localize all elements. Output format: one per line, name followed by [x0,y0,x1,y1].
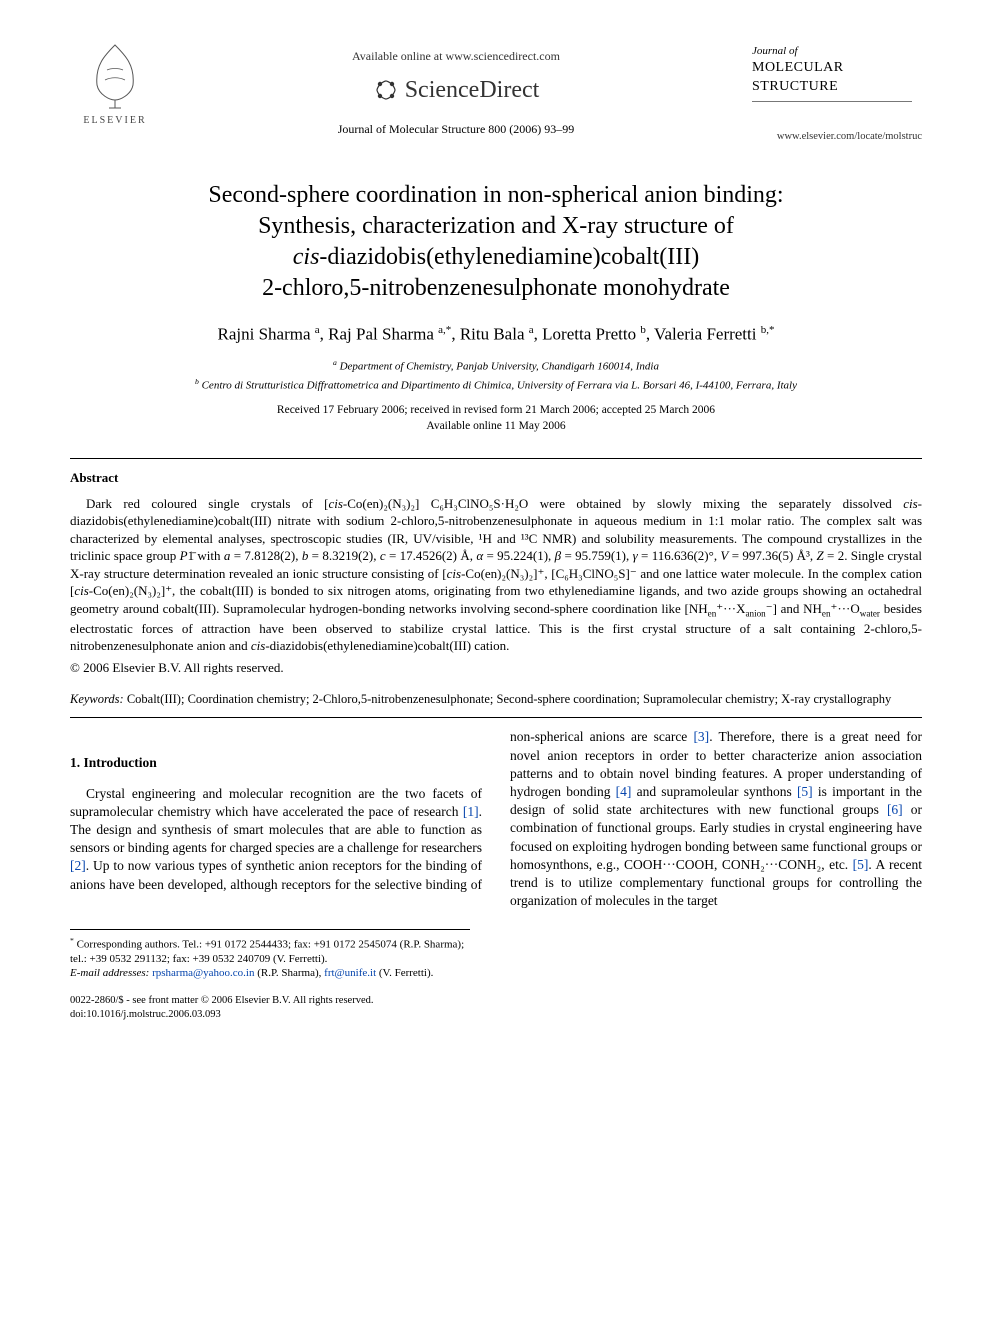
ref-link[interactable]: [3] [693,729,709,744]
publisher-logo-block: ELSEVIER [70,40,160,128]
journal-divider [752,101,912,102]
elsevier-tree-icon [85,40,145,110]
locate-url: www.elsevier.com/locate/molstruc [752,130,922,144]
ref-link[interactable]: [6] [887,802,903,817]
issn-line: 0022-2860/$ - see front matter © 2006 El… [70,994,470,1008]
affiliations: a Department of Chemistry, Panjab Univer… [70,358,922,393]
email-1-who: (R.P. Sharma), [257,967,321,979]
section-1-heading: 1. Introduction [70,754,482,772]
email-link-2[interactable]: frt@unife.it [324,967,376,979]
journal-reference: Journal of Molecular Structure 800 (2006… [160,121,752,137]
corresponding-author-footnote: * Corresponding authors. Tel.: +91 0172 … [70,929,470,981]
ref-link[interactable]: [5] [853,857,869,872]
title-line-1: Second-sphere coordination in non-spheri… [70,180,922,211]
email-2-who: (V. Ferretti). [379,967,433,979]
ref-link[interactable]: [1] [463,804,479,819]
body-columns: 1. Introduction Crystal engineering and … [70,728,922,910]
journal-name-line2: STRUCTURE [752,78,922,97]
abstract-body: Dark red coloured single crystals of [ci… [70,495,922,677]
page-header: ELSEVIER Available online at www.science… [70,40,922,144]
received-dates: Received 17 February 2006; received in r… [70,403,922,419]
available-online-text: Available online at www.sciencedirect.co… [160,48,752,64]
journal-prefix: Journal of [752,44,922,59]
journal-name-line1: MOLECULAR [752,59,922,78]
online-date: Available online 11 May 2006 [70,419,922,435]
center-header: Available online at www.sciencedirect.co… [160,40,752,137]
corr-author-text: Corresponding authors. Tel.: +91 0172 25… [70,938,464,964]
email-label: E-mail addresses: [70,967,149,979]
sciencedirect-text: ScienceDirect [405,74,540,106]
affiliation-a: a Department of Chemistry, Panjab Univer… [70,358,922,375]
article-title: Second-sphere coordination in non-spheri… [70,180,922,305]
abstract-text: Dark red coloured single crystals of [ci… [70,495,922,655]
ref-link[interactable]: [2] [70,858,86,873]
title-line-4: 2-chloro,5-nitrobenzenesulphonate monohy… [70,273,922,304]
doi-line: doi:10.1016/j.molstruc.2006.03.093 [70,1008,470,1022]
divider-top [70,458,922,459]
authors-list: Rajni Sharma a, Raj Pal Sharma a,*, Ritu… [70,323,922,347]
keywords: Keywords: Cobalt(III); Coordination chem… [70,691,922,708]
ref-link[interactable]: [4] [616,784,632,799]
title-line-2: Synthesis, characterization and X-ray st… [70,211,922,242]
footer-meta: 0022-2860/$ - see front matter © 2006 El… [70,994,470,1021]
keywords-text: Cobalt(III); Coordination chemistry; 2-C… [127,692,891,706]
divider-bottom [70,717,922,718]
keywords-label: Keywords: [70,692,124,706]
title-line-3: cis-diazidobis(ethylenediamine)cobalt(II… [70,242,922,273]
affiliation-b: b Centro di Strutturistica Diffrattometr… [70,377,922,394]
sciencedirect-mark-icon [373,77,399,103]
email-link-1[interactable]: rpsharma@yahoo.co.in [152,967,254,979]
publisher-label: ELSEVIER [70,114,160,128]
sciencedirect-logo: ScienceDirect [373,74,540,106]
abstract-heading: Abstract [70,469,922,487]
journal-title-block: Journal of MOLECULAR STRUCTURE www.elsev… [752,40,922,144]
abstract-copyright: © 2006 Elsevier B.V. All rights reserved… [70,659,922,677]
ref-link[interactable]: [5] [797,784,813,799]
article-dates: Received 17 February 2006; received in r… [70,403,922,434]
